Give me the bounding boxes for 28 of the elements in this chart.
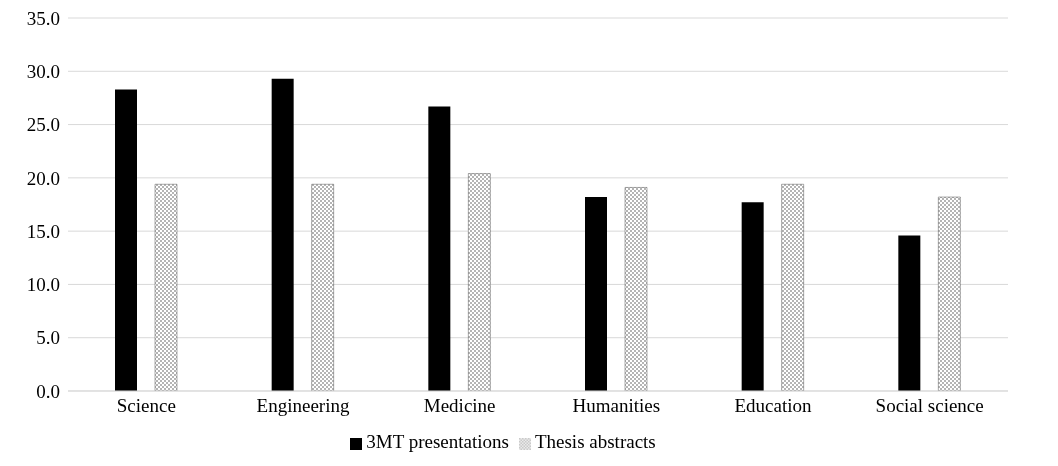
x-tick-label: Medicine <box>423 395 496 417</box>
bar <box>898 235 921 391</box>
y-tick-label: 35.0 <box>26 7 60 29</box>
bar <box>468 173 491 391</box>
bar <box>585 197 607 391</box>
x-tick-label: Social science <box>875 395 984 417</box>
bar <box>271 78 294 391</box>
x-tick-label: Education <box>734 395 813 417</box>
bar <box>428 106 451 391</box>
bar <box>311 184 334 391</box>
legend-label: 3MT presentations <box>366 431 509 452</box>
y-tick-label: 0.0 <box>36 380 60 402</box>
x-tick-label: Engineering <box>256 395 350 417</box>
y-tick-label: 10.0 <box>26 274 60 296</box>
x-tick-label: Science <box>116 395 176 417</box>
bar <box>741 202 764 391</box>
bar <box>938 196 961 391</box>
y-tick-label: 30.0 <box>26 61 60 83</box>
y-tick-label: 25.0 <box>26 114 60 136</box>
bar <box>154 184 178 391</box>
legend-label: Thesis abstracts <box>534 431 656 452</box>
y-tick-label: 20.0 <box>26 167 60 189</box>
y-tick-label: 5.0 <box>36 327 60 349</box>
bar <box>624 187 648 391</box>
y-tick-label: 15.0 <box>26 220 60 242</box>
x-tick-label: Humanities <box>572 395 661 417</box>
bar <box>115 89 137 391</box>
bar <box>781 184 804 391</box>
